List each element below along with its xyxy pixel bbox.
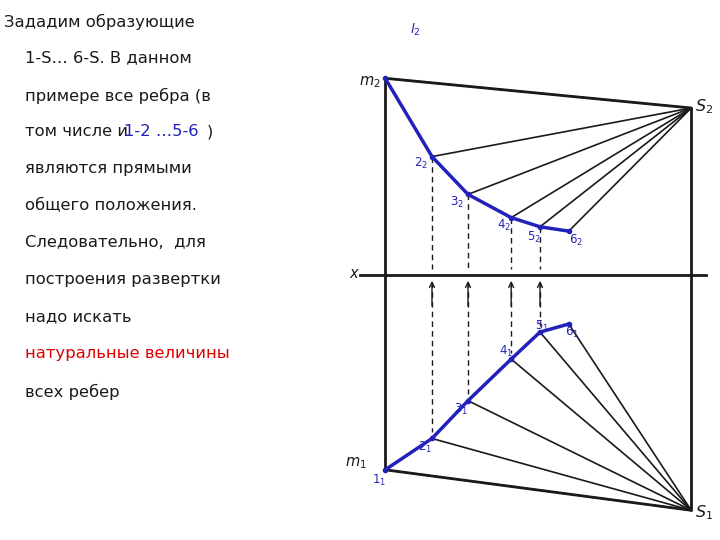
Text: построения развертки: построения развертки (4, 272, 220, 287)
Text: $4_1$: $4_1$ (499, 343, 513, 359)
Text: 1-S… 6-S. В данном: 1-S… 6-S. В данном (4, 51, 192, 65)
Text: $3_2$: $3_2$ (450, 195, 464, 210)
Text: $3_1$: $3_1$ (454, 402, 469, 417)
Text: $5_1$: $5_1$ (535, 319, 549, 334)
Text: том числе и: том числе и (4, 125, 133, 139)
Text: примере все ребра (в: примере все ребра (в (4, 87, 210, 104)
Text: всех ребер: всех ребер (4, 383, 119, 400)
Text: $1_1$: $1_1$ (372, 473, 387, 488)
Text: $S_1$: $S_1$ (695, 504, 713, 522)
Text: $6_1$: $6_1$ (565, 325, 580, 340)
Text: $m_1$: $m_1$ (346, 456, 367, 471)
Text: 1-2 …5-6: 1-2 …5-6 (124, 125, 199, 139)
Text: Следовательно,  для: Следовательно, для (4, 235, 205, 251)
Text: x: x (349, 266, 358, 281)
Text: $6_2$: $6_2$ (569, 233, 583, 248)
Text: $2_2$: $2_2$ (414, 156, 428, 171)
Text: $l_2$: $l_2$ (410, 22, 420, 38)
Text: общего положения.: общего положения. (4, 199, 197, 213)
Text: $2_1$: $2_1$ (418, 440, 433, 455)
Text: натуральные величины: натуральные величины (4, 347, 230, 361)
Text: $5_2$: $5_2$ (527, 230, 541, 245)
Text: ): ) (207, 125, 213, 139)
Text: Зададим образующие: Зададим образующие (4, 14, 194, 30)
Text: надо искать: надо искать (4, 309, 131, 325)
Text: являются прямыми: являются прямыми (4, 161, 192, 177)
Text: $m_2$: $m_2$ (359, 75, 380, 90)
Text: $S_2$: $S_2$ (695, 97, 713, 116)
Text: $4_2$: $4_2$ (497, 218, 511, 233)
